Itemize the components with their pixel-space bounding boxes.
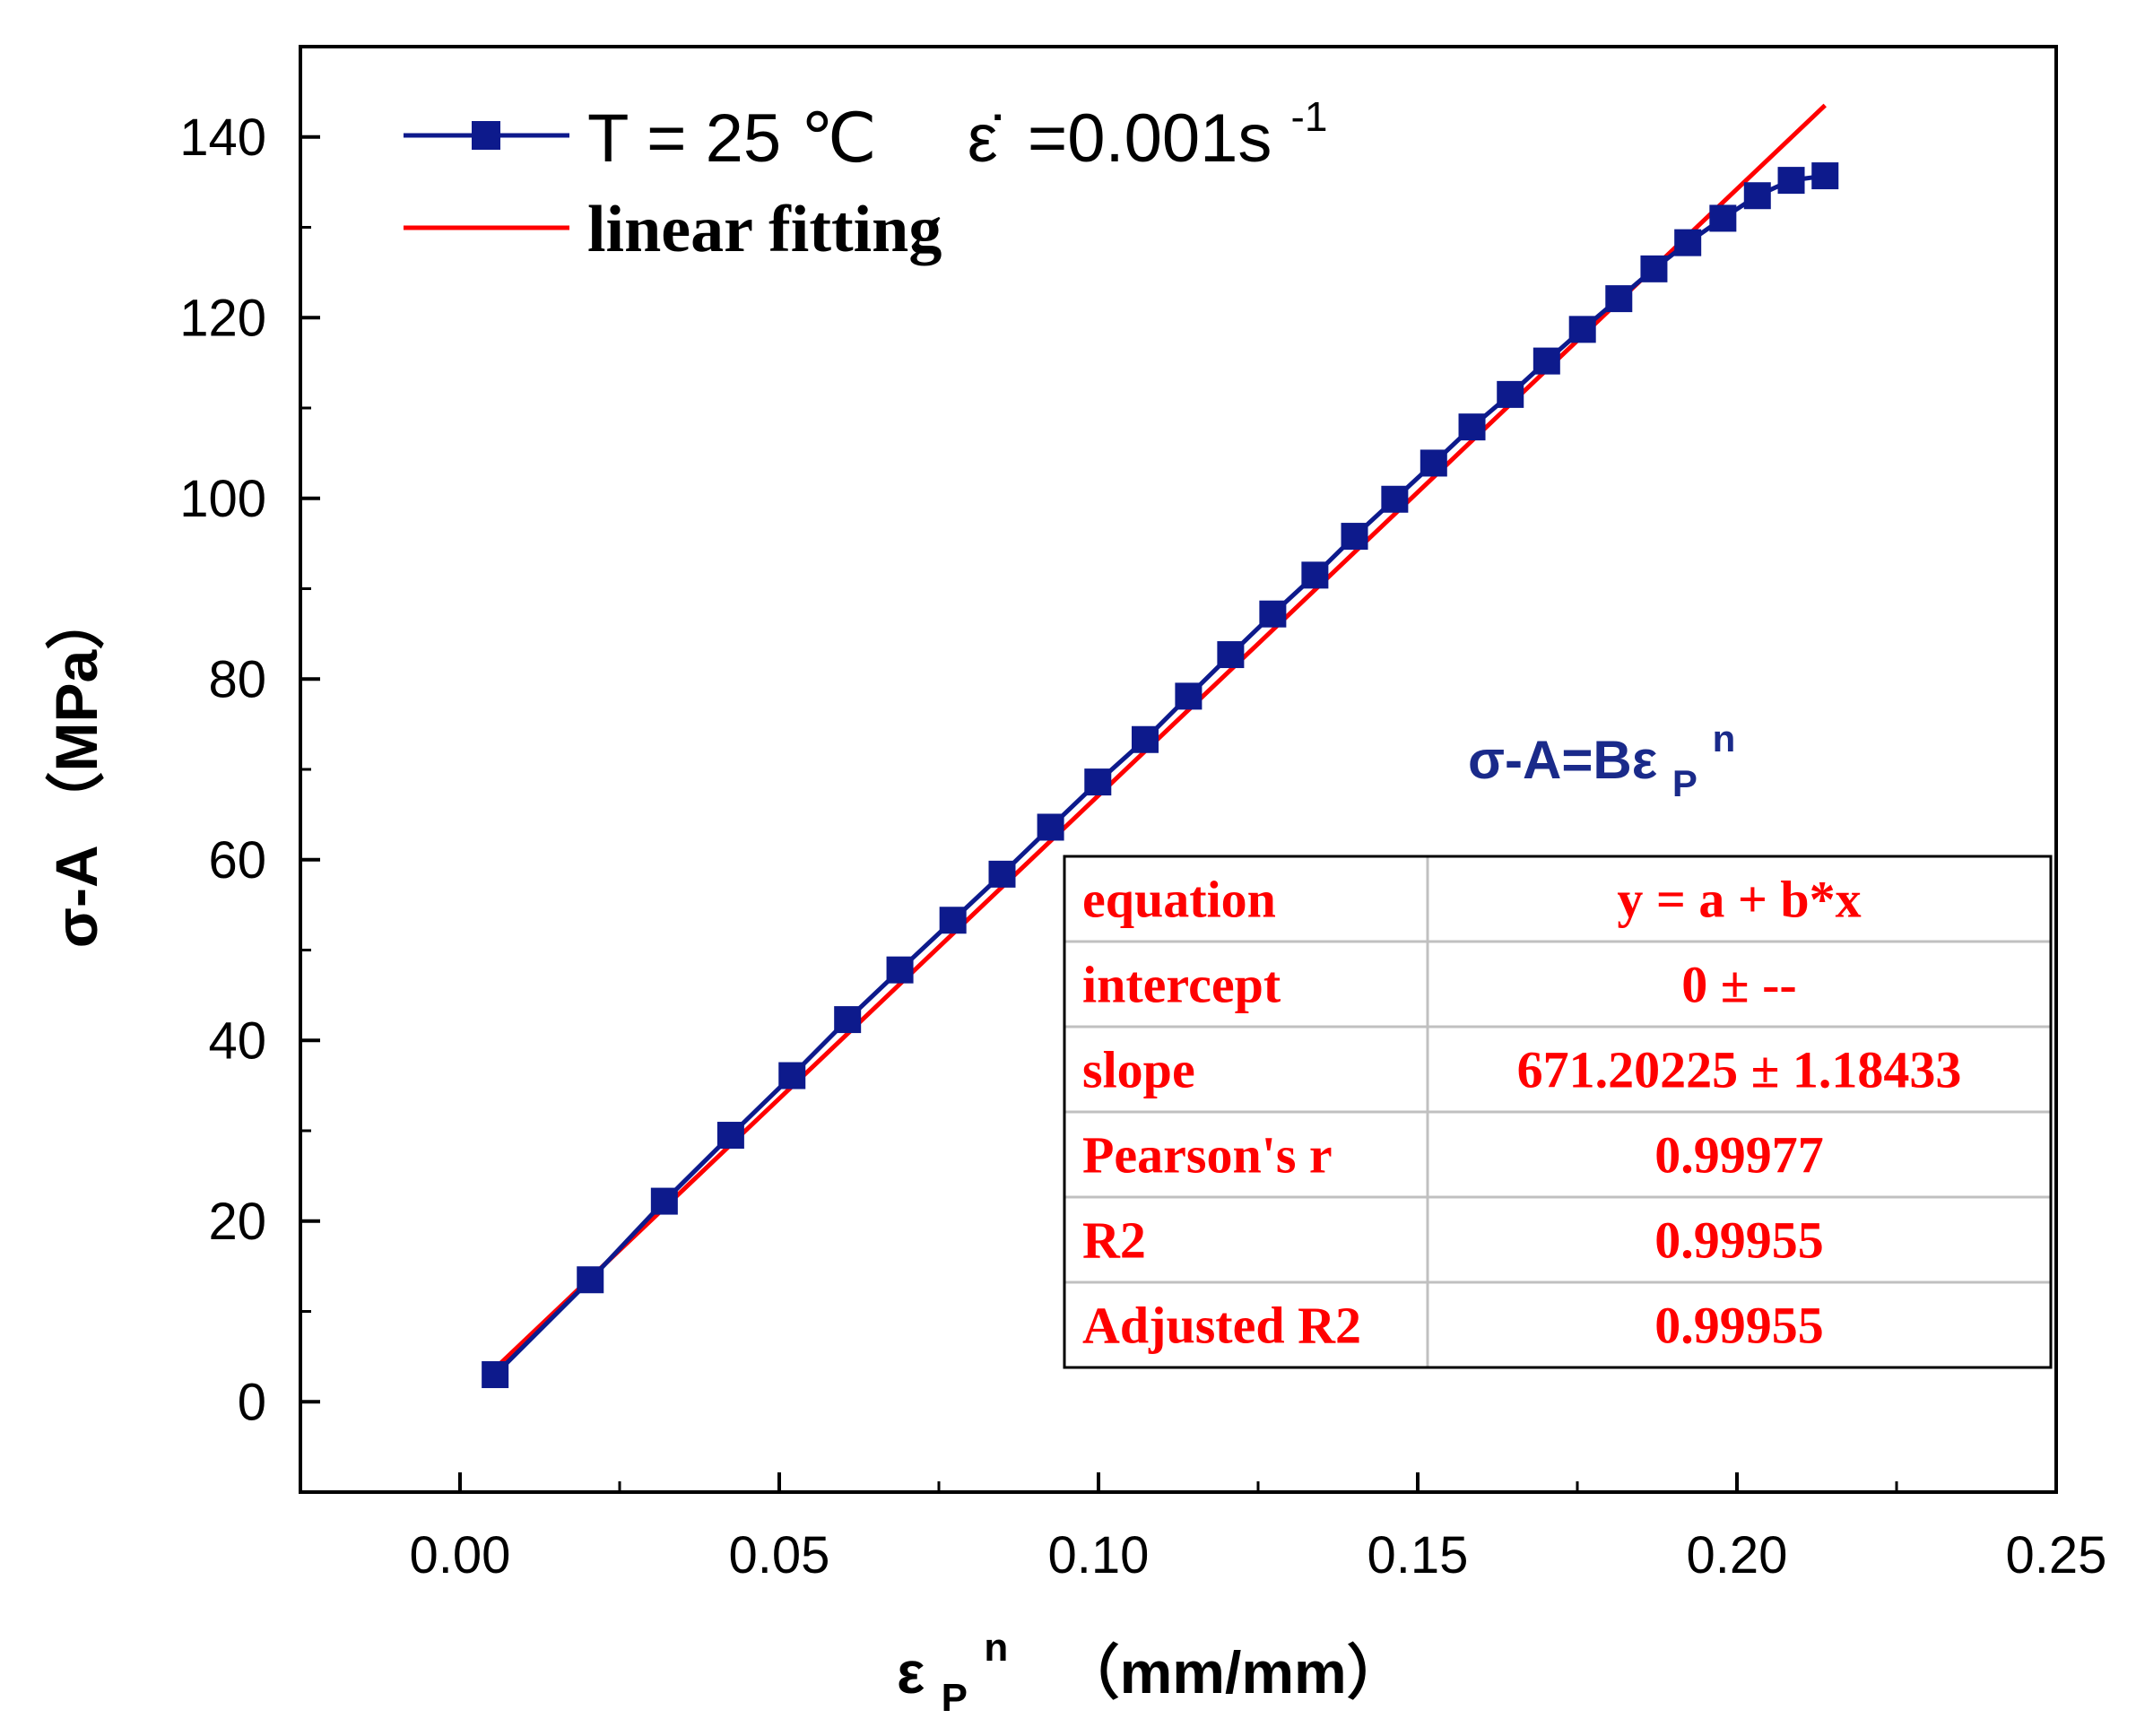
y-tick-label: 0 xyxy=(238,1373,266,1431)
data-point xyxy=(1175,682,1203,710)
data-point xyxy=(1084,768,1112,796)
table-row-label: intercept xyxy=(1082,956,1281,1014)
x-axis-title-base: ε xyxy=(897,1639,925,1706)
data-point xyxy=(1709,204,1737,232)
x-axis-title-unit: （mm/mm） xyxy=(1061,1639,1406,1706)
table-row-value: 0.99977 xyxy=(1654,1126,1824,1185)
y-tick-label: 80 xyxy=(208,650,266,708)
data-point xyxy=(1777,167,1805,195)
y-tick-label: 40 xyxy=(208,1011,266,1070)
table-row-label: Adjusted R2 xyxy=(1082,1297,1361,1355)
y-tick-label: 140 xyxy=(179,108,266,167)
table-row-value: 0.99955 xyxy=(1654,1211,1824,1270)
data-point xyxy=(834,1006,862,1034)
data-point xyxy=(1131,725,1159,753)
x-tick-label: 0.25 xyxy=(2006,1526,2107,1584)
y-tick-label: 100 xyxy=(179,470,266,528)
data-point xyxy=(988,860,1016,888)
y-tick-label: 60 xyxy=(208,831,266,890)
data-point xyxy=(1605,285,1633,313)
y-axis-title: σ-A （MPa） xyxy=(43,591,109,948)
formula-lhs: σ-A=Bε xyxy=(1468,730,1657,790)
data-point xyxy=(1533,347,1560,375)
data-point xyxy=(716,1122,744,1150)
data-point xyxy=(1037,813,1064,841)
data-point xyxy=(886,956,914,984)
formula-subscript: P xyxy=(1672,762,1698,804)
data-point xyxy=(1259,600,1287,628)
x-tick-label: 0.10 xyxy=(1048,1526,1150,1584)
y-tick-label: 120 xyxy=(179,289,266,347)
data-point xyxy=(1381,485,1409,513)
data-point xyxy=(778,1062,806,1089)
fit-line-layer xyxy=(493,103,1827,1370)
data-point xyxy=(577,1266,604,1294)
legend: T = 25 ℃ ε̇ =0.001s -1 linear fitting xyxy=(404,93,1327,266)
y-axis-ticks: 0 20 40 60 80 100 120 140 xyxy=(179,108,320,1431)
table-row-value: 0 ± -- xyxy=(1681,956,1796,1014)
legend-fit-label: linear fitting xyxy=(587,193,942,266)
y-tick-label: 20 xyxy=(208,1193,266,1251)
data-point xyxy=(1743,182,1771,210)
data-point xyxy=(1420,449,1447,477)
data-point xyxy=(650,1187,678,1215)
data-point xyxy=(1640,255,1668,282)
legend-strain-rate-exp: -1 xyxy=(1291,93,1328,140)
data-point xyxy=(1811,162,1839,190)
data-point xyxy=(939,907,967,934)
x-axis-title-sup: n xyxy=(984,1626,1008,1670)
legend-temperature: T = 25 ℃ xyxy=(587,100,877,177)
legend-series-marker xyxy=(472,121,500,150)
data-point xyxy=(1341,523,1368,551)
model-formula: σ-A=Bε P n xyxy=(1468,717,1735,808)
data-point xyxy=(1674,229,1702,256)
x-axis-title: ε P n （mm/mm） xyxy=(897,1607,1406,1723)
table-row-value: 0.99955 xyxy=(1654,1297,1824,1355)
data-point xyxy=(1301,561,1329,589)
data-point xyxy=(1497,380,1524,408)
data-series-layer xyxy=(482,162,1839,1389)
table-row-label: R2 xyxy=(1082,1211,1146,1270)
table-row-value: y = a + b*x xyxy=(1617,871,1861,929)
data-point xyxy=(1217,641,1245,669)
x-axis-ticks: 0.00 0.05 0.10 0.15 0.20 0.25 xyxy=(410,1472,2107,1584)
legend-strain-rate-value: =0.001s xyxy=(1028,100,1272,177)
x-axis-title-sub: P xyxy=(942,1676,968,1720)
table-border xyxy=(1063,855,2053,1369)
x-tick-label: 0.15 xyxy=(1368,1526,1469,1584)
data-point xyxy=(1458,413,1486,441)
x-tick-label: 0.20 xyxy=(1687,1526,1788,1584)
table-row-label: slope xyxy=(1082,1041,1195,1099)
data-point xyxy=(1568,316,1596,343)
x-tick-label: 0.00 xyxy=(410,1526,511,1584)
legend-series-label: T = 25 ℃ ε̇ =0.001s -1 xyxy=(587,93,1327,177)
fit-statistics-table: equation y = a + b*x intercept 0 ± -- slope 6… xyxy=(1063,855,2053,1369)
legend-strain-rate-symbol: ε̇ xyxy=(968,100,1002,177)
table-row-value: 671.20225 ± 1.18433 xyxy=(1517,1041,1962,1099)
data-point xyxy=(482,1361,509,1389)
x-tick-label: 0.05 xyxy=(729,1526,830,1584)
table-row-label: equation xyxy=(1082,871,1276,929)
table-row-label: Pearson's r xyxy=(1082,1126,1333,1185)
fit-line xyxy=(493,103,1827,1370)
formula-superscript: n xyxy=(1713,717,1736,760)
